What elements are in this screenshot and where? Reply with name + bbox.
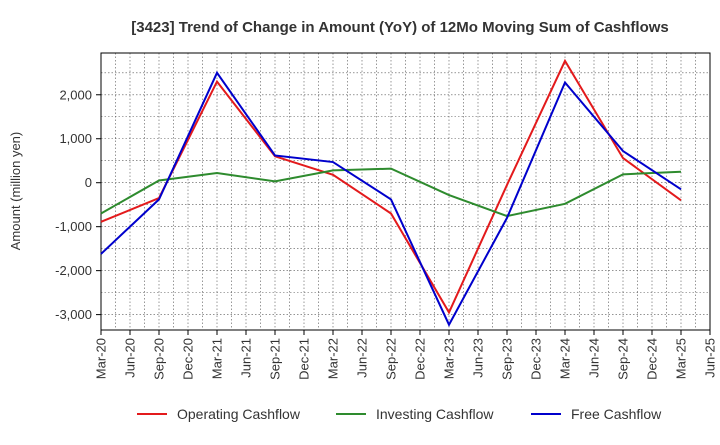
- legend-label: Free Cashflow: [571, 406, 662, 422]
- y-ticks-layer: 2,000 1,000 0 -1,000 -2,000 -3,000: [55, 87, 101, 322]
- x-tick-label: Mar-22: [326, 338, 341, 379]
- x-tick-label: Mar-20: [94, 338, 109, 379]
- series-line-operating-cashflow: [100, 58, 682, 315]
- legend-label: Operating Cashflow: [177, 406, 301, 422]
- x-tick-label: Dec-23: [529, 338, 544, 380]
- x-tick-label: Sep-21: [268, 338, 283, 380]
- x-tick-label: Dec-21: [297, 338, 312, 380]
- legend: Operating Cashflow Investing Cashflow Free…: [137, 406, 662, 422]
- x-tick-label: Jun-25: [703, 338, 718, 378]
- y-tick-label: 2,000: [59, 87, 92, 102]
- x-tick-label: Mar-21: [210, 338, 225, 379]
- x-tick-label: Dec-24: [645, 338, 660, 380]
- x-tick-label: Mar-23: [442, 338, 457, 379]
- y-tick-label: 1,000: [59, 131, 92, 146]
- legend-item-operating-cashflow: Operating Cashflow: [137, 406, 301, 422]
- y-tick-label: -1,000: [55, 219, 92, 234]
- x-tick-label: Jun-22: [355, 338, 370, 378]
- legend-item-free-cashflow: Free Cashflow: [531, 406, 662, 422]
- x-tick-label: Sep-23: [500, 338, 515, 380]
- x-tick-label: Mar-24: [558, 338, 573, 379]
- y-tick-label: -3,000: [55, 307, 92, 322]
- legend-item-investing-cashflow: Investing Cashflow: [336, 406, 494, 422]
- legend-label: Investing Cashflow: [376, 406, 494, 422]
- x-tick-label: Jun-23: [471, 338, 486, 378]
- chart-title: [3423] Trend of Change in Amount (YoY) o…: [131, 19, 669, 36]
- x-tick-label: Jun-24: [587, 338, 602, 378]
- x-tick-label: Sep-24: [616, 338, 631, 380]
- y-tick-label: -2,000: [55, 263, 92, 278]
- series-layer: [100, 58, 682, 327]
- series-line-free-cashflow: [100, 70, 682, 327]
- plot-area-border: [100, 52, 711, 331]
- x-ticks-layer: Mar-20 Jun-20 Sep-20 Dec-20 Mar-21 Jun-21 Sep-…: [94, 330, 718, 380]
- x-tick-label: Jun-21: [239, 338, 254, 378]
- x-tick-label: Jun-20: [123, 338, 138, 378]
- x-tick-label: Dec-20: [181, 338, 196, 380]
- grid-layer: [101, 53, 710, 330]
- y-tick-label: 0: [85, 175, 92, 190]
- x-tick-label: Sep-20: [152, 338, 167, 380]
- series-line-investing-cashflow: [100, 167, 682, 218]
- y-axis-label: Amount (million yen): [8, 132, 23, 251]
- x-tick-label: Dec-22: [413, 338, 428, 380]
- x-tick-label: Sep-22: [384, 338, 399, 380]
- x-tick-label: Mar-25: [674, 338, 689, 379]
